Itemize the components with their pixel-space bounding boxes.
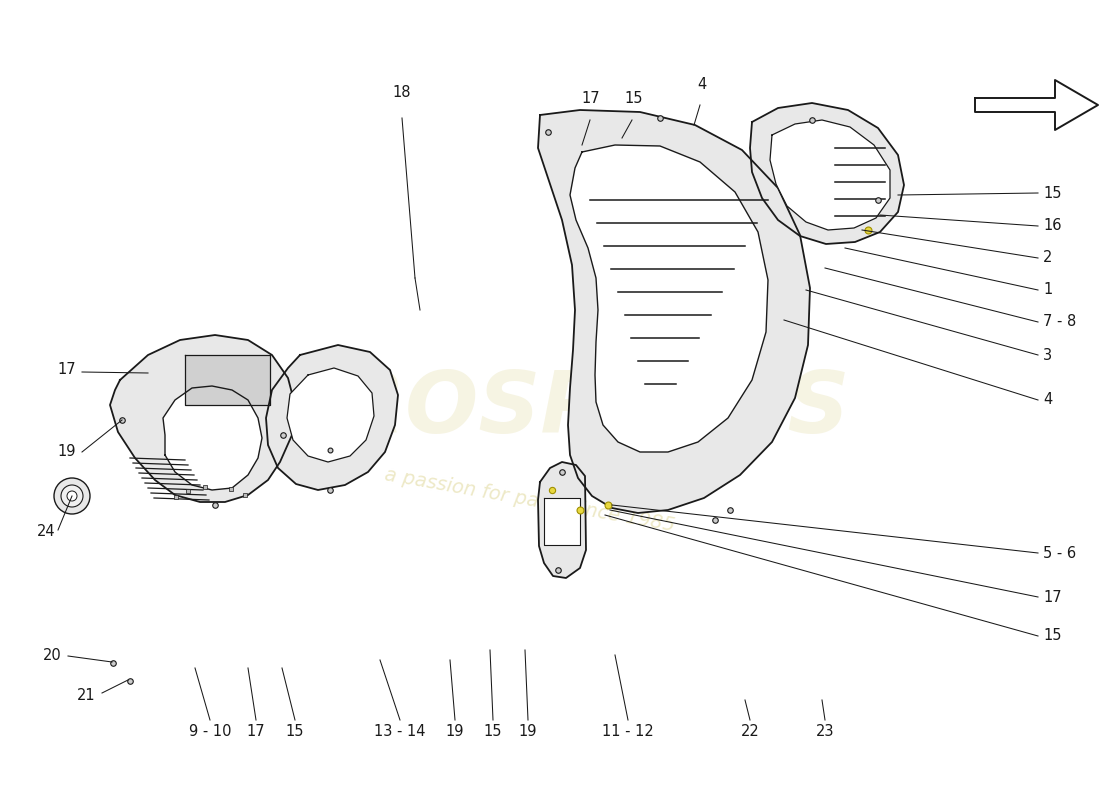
Text: 19: 19 [57,445,76,459]
Text: 24: 24 [36,525,55,539]
Polygon shape [266,345,398,490]
Text: 15: 15 [1043,629,1062,643]
Text: 17: 17 [246,724,265,739]
Polygon shape [538,110,810,513]
Text: 18: 18 [393,85,411,100]
Polygon shape [750,103,904,244]
Text: 15: 15 [286,724,305,739]
Polygon shape [185,355,270,405]
Text: a passion for parts since 1985: a passion for parts since 1985 [383,465,676,535]
Polygon shape [163,386,262,490]
Text: 19: 19 [519,724,537,739]
Text: 15: 15 [625,91,644,106]
Text: 3: 3 [1043,347,1052,362]
Polygon shape [544,498,580,545]
Text: 11 - 12: 11 - 12 [602,724,653,739]
Text: 20: 20 [43,647,62,662]
Text: 13 - 14: 13 - 14 [374,724,426,739]
Text: 5 - 6: 5 - 6 [1043,546,1076,561]
Text: 17: 17 [1043,590,1062,605]
Text: 7 - 8: 7 - 8 [1043,314,1076,330]
Text: 2: 2 [1043,250,1053,266]
Circle shape [60,485,82,507]
Text: 1: 1 [1043,282,1053,298]
Text: 21: 21 [77,689,96,703]
Polygon shape [110,335,295,502]
Polygon shape [287,368,374,462]
Text: 4: 4 [697,77,706,92]
Text: 17: 17 [57,362,76,378]
Text: 15: 15 [1043,186,1062,201]
Text: 16: 16 [1043,218,1062,234]
Text: 17: 17 [582,91,601,106]
Text: 4: 4 [1043,393,1053,407]
Polygon shape [538,462,586,578]
Text: 23: 23 [816,724,834,739]
Text: 19: 19 [446,724,464,739]
Circle shape [67,491,77,501]
Text: 15: 15 [484,724,503,739]
Circle shape [54,478,90,514]
Polygon shape [570,145,768,452]
Polygon shape [975,80,1098,130]
Text: 22: 22 [740,724,759,739]
Text: EUROSPARES: EUROSPARES [210,369,849,451]
Text: 9 - 10: 9 - 10 [189,724,231,739]
Polygon shape [770,120,890,230]
